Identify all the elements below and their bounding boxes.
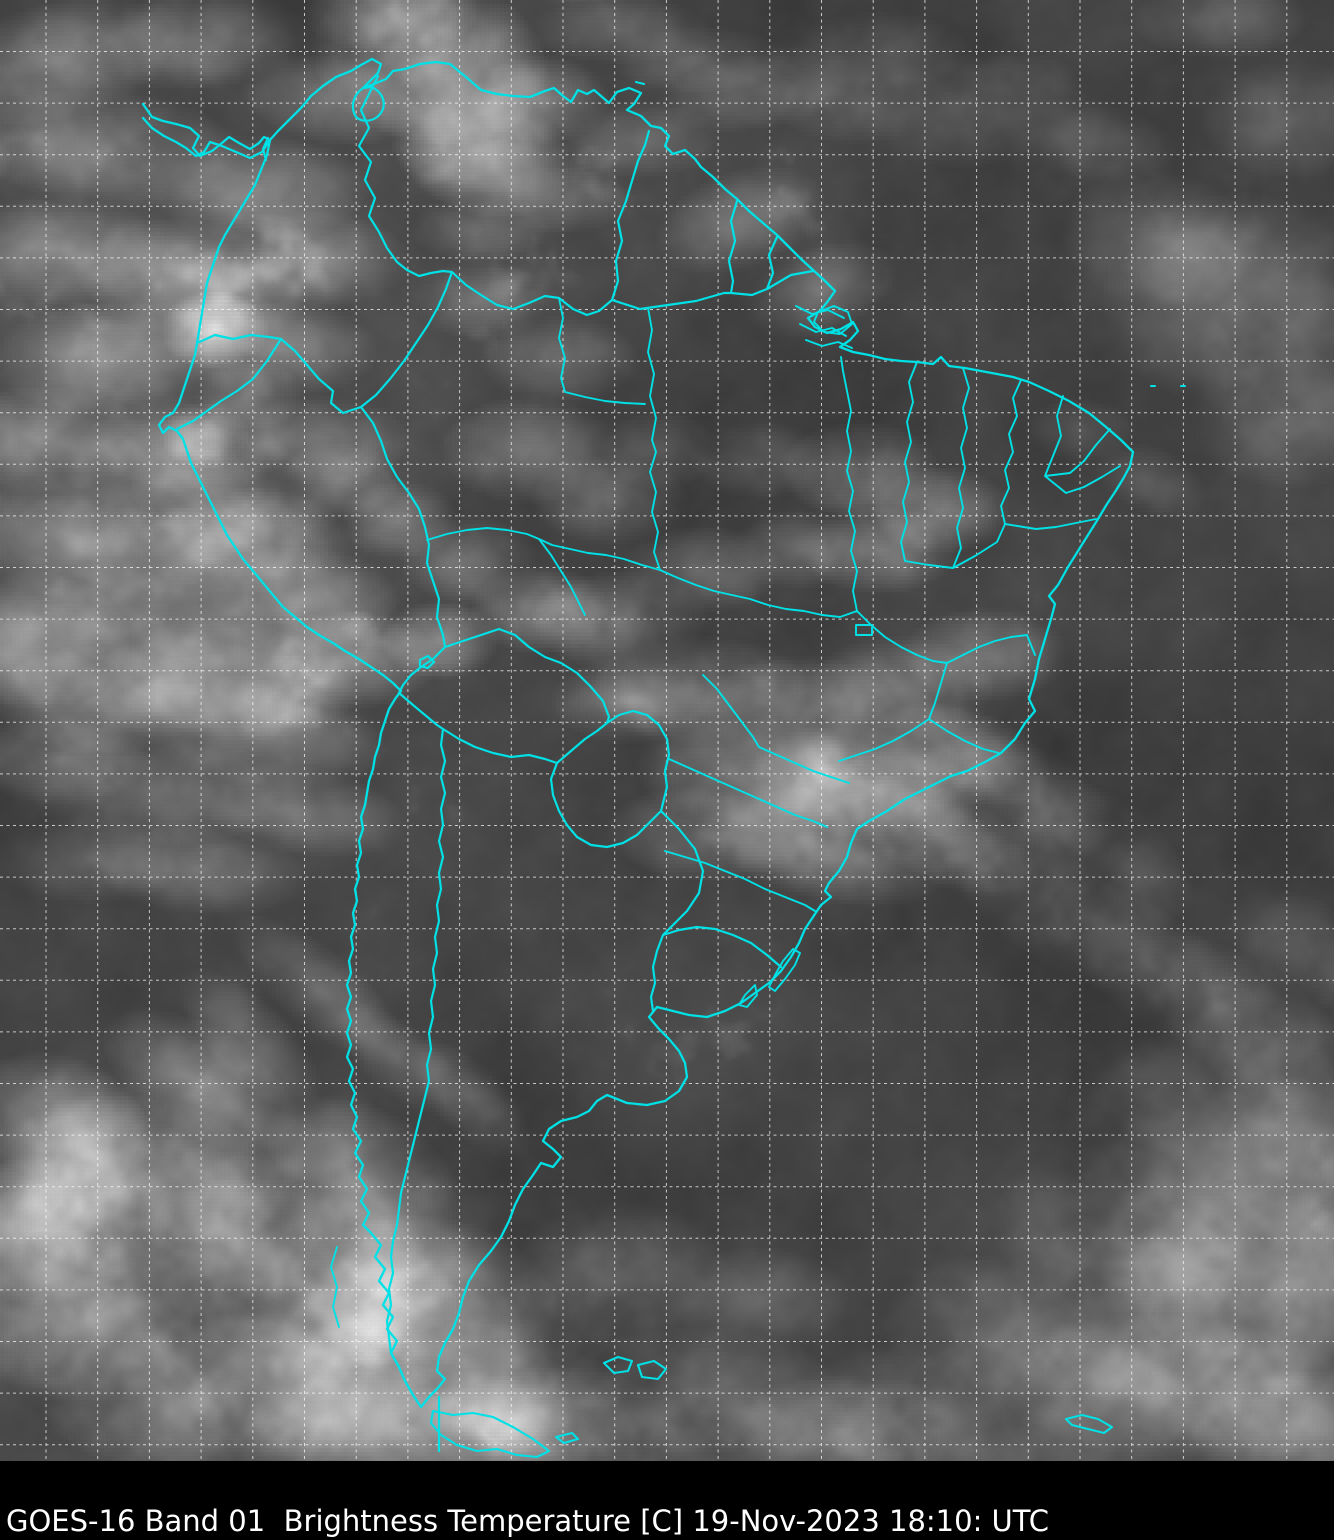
- islands-path: [429, 80, 1187, 1459]
- latlon-gridlines: [0, 0, 1334, 1461]
- satellite-image: [0, 0, 1334, 1461]
- caption-bar: GOES-16 Band 01 Brightness Temperature […: [0, 1461, 1334, 1540]
- state-borders-path: [330, 297, 1121, 1328]
- caption-text: GOES-16 Band 01 Brightness Temperature […: [6, 1503, 1050, 1538]
- map-overlay: [0, 0, 1334, 1461]
- coastline-path: [141, 57, 1135, 1409]
- country-borders-path: [175, 74, 815, 1453]
